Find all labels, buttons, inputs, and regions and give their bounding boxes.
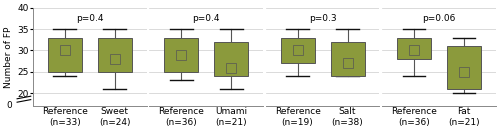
FancyBboxPatch shape: [98, 38, 132, 72]
FancyBboxPatch shape: [48, 38, 82, 72]
Text: p=0.4: p=0.4: [76, 14, 104, 23]
FancyBboxPatch shape: [214, 42, 248, 76]
FancyBboxPatch shape: [447, 46, 481, 89]
FancyBboxPatch shape: [280, 38, 314, 63]
FancyBboxPatch shape: [164, 38, 198, 72]
Text: p=0.3: p=0.3: [309, 14, 336, 23]
FancyBboxPatch shape: [330, 42, 364, 76]
Text: 0: 0: [7, 101, 12, 110]
Text: p=0.4: p=0.4: [192, 14, 220, 23]
Text: p=0.06: p=0.06: [422, 14, 456, 23]
Y-axis label: Number of FP: Number of FP: [4, 26, 13, 88]
FancyBboxPatch shape: [397, 38, 431, 59]
